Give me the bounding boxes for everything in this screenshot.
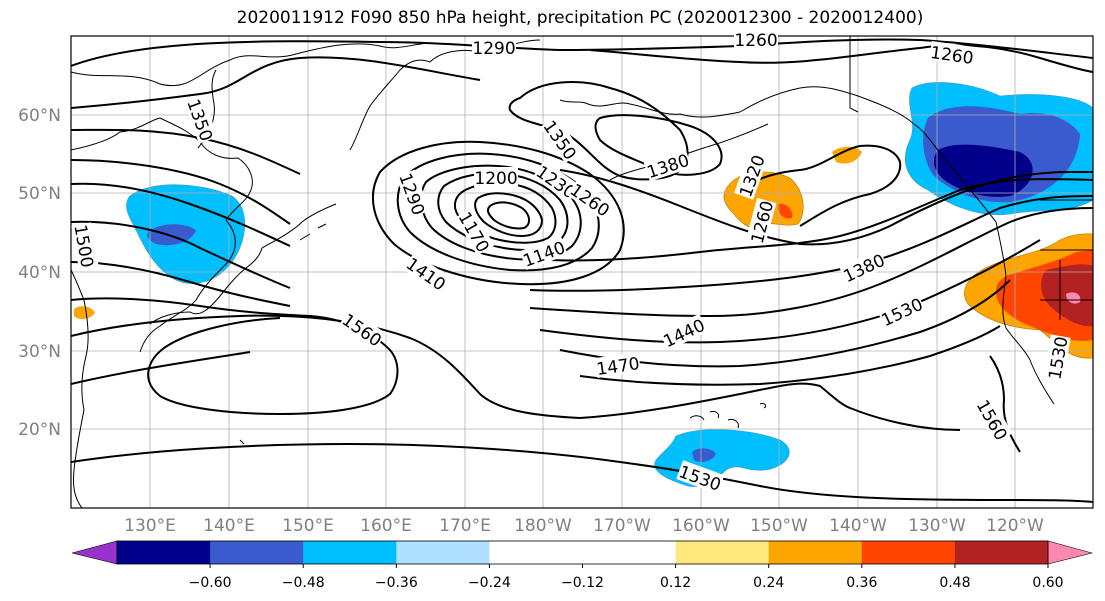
colorbar-tick-label: −0.48 bbox=[282, 575, 325, 591]
lat-label-40n: 40°N bbox=[18, 263, 61, 283]
contour-label-1530-sw: 1530 bbox=[1045, 335, 1072, 381]
longitude-labels: 130°E 140°E 150°E 160°E 170°E 180°W 170°… bbox=[124, 516, 1044, 536]
lat-label-50n: 50°N bbox=[18, 184, 61, 204]
lon-label-170e: 170°E bbox=[439, 516, 491, 536]
lon-label-160w: 160°W bbox=[672, 516, 730, 536]
map-title: 2020011912 F090 850 hPa height, precipit… bbox=[236, 8, 924, 28]
lon-label-130e: 130°E bbox=[124, 516, 176, 536]
colorbar-cell bbox=[489, 541, 583, 564]
precip-shading bbox=[74, 82, 1093, 487]
lat-label-30n: 30°N bbox=[18, 342, 61, 362]
precip-negative-pnw-core bbox=[933, 144, 1033, 197]
colorbar-cell bbox=[954, 541, 1049, 564]
lon-label-180w: 180°W bbox=[514, 516, 572, 536]
contour-label-1200: 1200 bbox=[474, 169, 517, 189]
lon-label-170w: 170°W bbox=[593, 516, 651, 536]
lon-label-120w: 120°W bbox=[986, 516, 1044, 536]
colorbar-tick-label: −0.12 bbox=[561, 575, 604, 591]
contour-label-1260-top: 1260 bbox=[734, 31, 777, 51]
lat-label-20n: 20°N bbox=[18, 420, 61, 440]
lon-label-140e: 140°E bbox=[203, 516, 255, 536]
colorbar-cell bbox=[582, 541, 677, 564]
colorbar-tick-label: −0.60 bbox=[189, 575, 232, 591]
lon-label-140w: 140°W bbox=[829, 516, 887, 536]
precip-positive-small-w bbox=[74, 306, 95, 320]
latitude-labels: 60°N 50°N 40°N 30°N 20°N bbox=[18, 106, 61, 440]
colorbar-tick-label: 0.36 bbox=[846, 575, 877, 591]
colorbar-tick-label: 0.48 bbox=[939, 575, 970, 591]
colorbar-cell bbox=[675, 541, 770, 564]
contour-label-1380-c: 1380 bbox=[645, 151, 692, 183]
height-contours bbox=[71, 38, 1093, 503]
lon-label-150w: 150°W bbox=[750, 516, 808, 536]
colorbar-arrow-right bbox=[1047, 540, 1094, 565]
colorbar-cell bbox=[396, 541, 490, 564]
lon-label-150e: 150°E bbox=[282, 516, 334, 536]
colorbar-cell bbox=[117, 541, 211, 564]
colorbar-tick-label: −0.24 bbox=[468, 575, 511, 591]
colorbar-tick-label: −0.36 bbox=[375, 575, 418, 591]
precip-negative-hawaii-core bbox=[692, 448, 716, 462]
colorbar-tick-label: 0.12 bbox=[660, 575, 691, 591]
colorbar-cell bbox=[861, 541, 956, 564]
colorbar-tick-label: 0.24 bbox=[753, 575, 784, 591]
colorbar-arrow-left bbox=[71, 540, 118, 565]
lon-label-160e: 160°E bbox=[360, 516, 412, 536]
contour-label-1290-top: 1290 bbox=[472, 39, 515, 59]
colorbar-cell bbox=[303, 541, 397, 564]
colorbar-tick-label: 0.60 bbox=[1032, 575, 1063, 591]
colorbar-cell bbox=[768, 541, 863, 564]
precip-positive-sw-peak bbox=[1066, 292, 1081, 304]
lat-label-60n: 60°N bbox=[18, 106, 61, 126]
lon-label-130w: 130°W bbox=[908, 516, 966, 536]
graticule bbox=[71, 36, 1093, 508]
colorbar: −0.60 −0.48 −0.36 −0.24 −0.12 0.12 0.24 0.36 0.4… bbox=[71, 540, 1094, 591]
colorbar-cell bbox=[210, 541, 304, 564]
plot-frame bbox=[70, 35, 1094, 509]
precip-positive-small bbox=[832, 146, 862, 164]
precip-positive-goa-core bbox=[778, 203, 793, 219]
